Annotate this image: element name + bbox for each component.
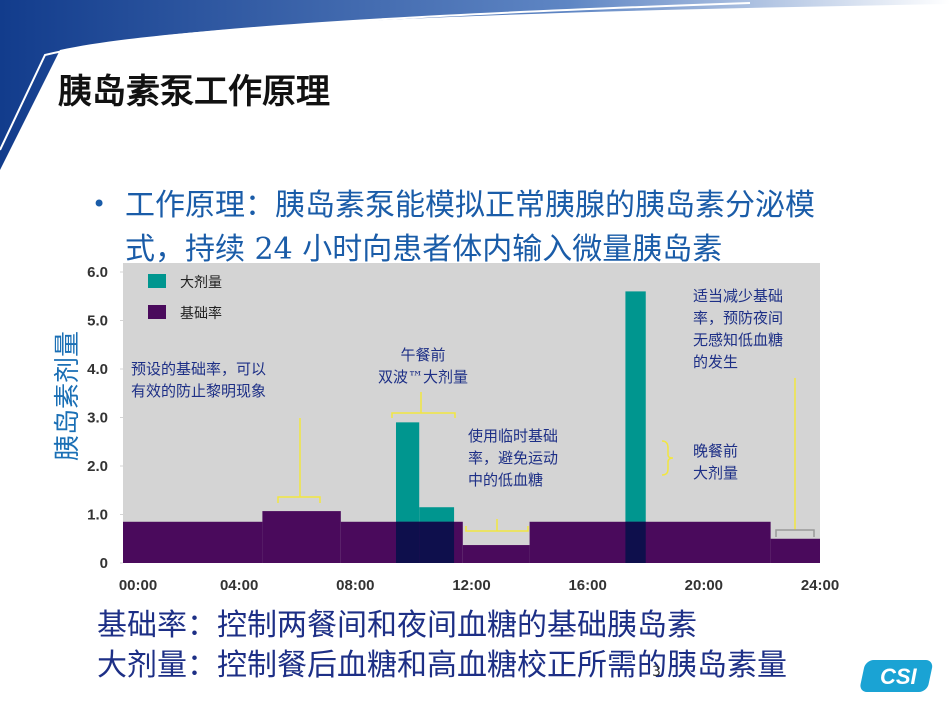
note: 基础率：控制两餐间和夜间血糖的基础胰岛素 <box>97 608 697 643</box>
bracket <box>391 392 456 418</box>
overlap <box>419 521 455 563</box>
annotation: 有效的防止黎明现象 <box>131 382 266 400</box>
legend-swatch <box>148 305 166 319</box>
bullet-marker: • <box>92 190 107 218</box>
x-tick-label: 04:00 <box>220 577 258 594</box>
basal-segment <box>123 521 263 563</box>
bolus-bar <box>625 291 646 563</box>
annotation: 无感知低血糖 <box>693 331 783 349</box>
y-tick-label: 1.0 <box>87 507 108 524</box>
x-tick-label: 20:00 <box>685 577 723 594</box>
annotation: 预设的基础率，可以 <box>131 360 266 378</box>
y-tick-label: 0 <box>100 555 108 572</box>
annotation: 率，避免运动 <box>468 449 558 467</box>
bracket <box>661 440 674 476</box>
slide-title: 胰岛素泵工作原理 <box>58 72 330 112</box>
basal-segment <box>262 511 341 563</box>
basal-segment <box>770 538 820 563</box>
y-tick-label: 5.0 <box>87 313 108 330</box>
y-axis-label: 胰岛素剂量 <box>53 331 83 461</box>
basal-segment <box>462 545 530 563</box>
x-tick-label: 00:00 <box>119 577 157 594</box>
page-number: 3 <box>652 664 661 680</box>
annotation: 中的低血糖 <box>468 471 543 489</box>
basal-segment <box>529 521 771 563</box>
annotation: 率，预防夜间 <box>693 309 783 327</box>
overlap <box>395 521 420 563</box>
logo: CSI <box>880 664 918 689</box>
x-tick-label: 12:00 <box>452 577 490 594</box>
header-decoration <box>0 2 751 151</box>
legend-label: 基础率 <box>180 305 222 321</box>
overlap <box>625 521 646 563</box>
bullet-text: 工作原理：胰岛素泵能模拟正常胰腺的胰岛素分泌模式，持续 24 小时向患者体内输入… <box>125 188 815 267</box>
header-decoration <box>0 0 950 170</box>
y-tick-label: 4.0 <box>87 361 108 378</box>
annotation: 晚餐前 <box>693 442 738 460</box>
bracket <box>465 519 529 532</box>
y-tick-label: 3.0 <box>87 410 108 427</box>
y-tick-label: 2.0 <box>87 458 108 475</box>
plot-area <box>123 263 820 563</box>
annotation: 使用临时基础 <box>468 427 558 445</box>
y-tick-label: 6.0 <box>87 264 108 281</box>
legend-swatch <box>148 274 166 288</box>
bracket <box>775 529 815 537</box>
annotation: 午餐前 <box>400 346 445 364</box>
note: 大剂量：控制餐后血糖和高血糖校正所需的胰岛素量 <box>97 648 787 683</box>
annotation: 适当减少基础 <box>693 287 783 305</box>
annotation: 的发生 <box>693 353 738 371</box>
x-tick-label: 08:00 <box>336 577 374 594</box>
annotation: 双波™大剂量 <box>378 368 468 386</box>
legend-label: 大剂量 <box>180 274 222 290</box>
x-tick-label: 16:00 <box>568 577 606 594</box>
annotation: 大剂量 <box>693 464 738 482</box>
logo-badge <box>860 660 933 692</box>
bracket <box>277 418 321 503</box>
x-tick-label: 24:00 <box>801 577 839 594</box>
